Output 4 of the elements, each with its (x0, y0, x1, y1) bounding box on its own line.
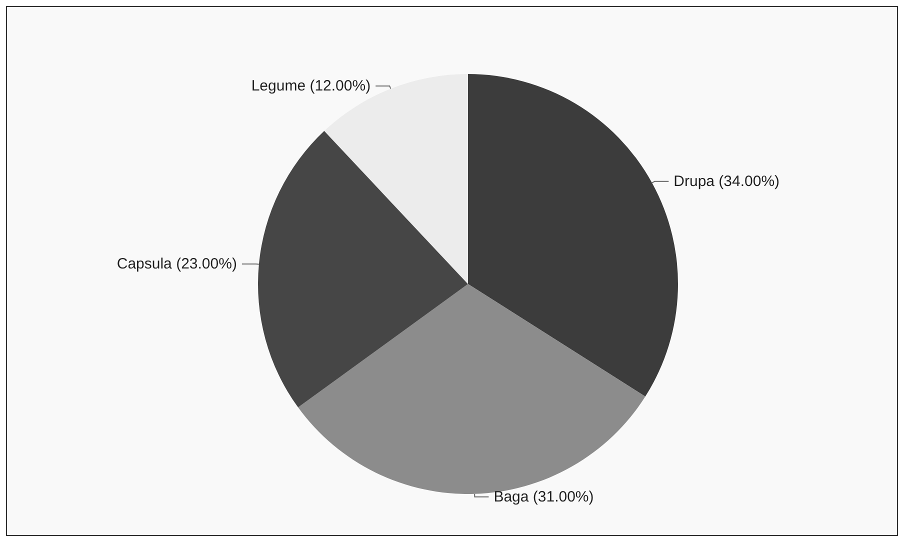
slice-label: Capsula (23.00%) (116, 255, 237, 272)
slice-label: Legume (12.00%) (251, 77, 371, 94)
slice-label: Baga (31.00%) (494, 488, 594, 506)
slice-label: Drupa (34.00%) (674, 172, 780, 190)
